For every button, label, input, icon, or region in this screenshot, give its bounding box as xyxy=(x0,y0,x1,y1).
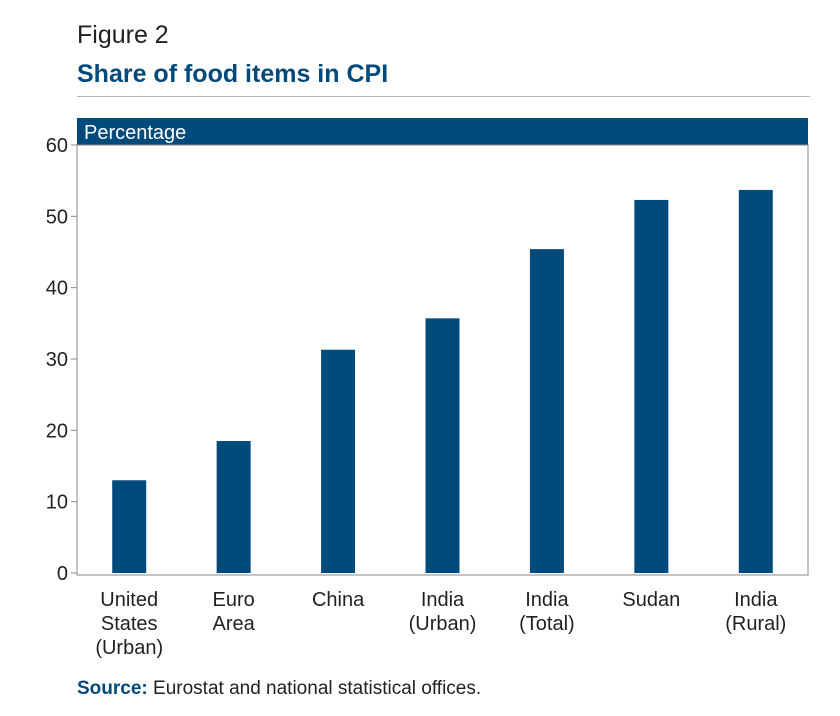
bar xyxy=(425,318,460,573)
y-tick-label: 40 xyxy=(46,278,68,300)
bar xyxy=(216,441,251,573)
x-tick-label-line: India xyxy=(421,589,465,611)
x-tick-label-line: (Urban) xyxy=(95,637,163,659)
plot-frame xyxy=(76,144,809,576)
bar xyxy=(634,199,669,573)
figure-title: Share of food items in CPI xyxy=(77,60,389,88)
x-tick-label-line: India xyxy=(734,589,778,611)
unit-label: Percentage xyxy=(84,122,186,144)
x-tick-label-line: (Rural) xyxy=(725,613,786,635)
x-tick-label: India (Rural) xyxy=(725,589,786,635)
x-tick-label-line: Sudan xyxy=(622,589,680,611)
x-tick-label-line: (Urban) xyxy=(409,613,477,635)
x-tick-label-line: States xyxy=(101,613,158,635)
x-tick-label-line: China xyxy=(312,589,365,611)
bars xyxy=(112,189,773,573)
x-tick-label-line: India xyxy=(525,589,569,611)
bar xyxy=(112,480,147,573)
x-tick-label-line: United xyxy=(100,589,158,611)
y-tick-label: 20 xyxy=(46,420,68,442)
x-tick-label: Euro Area xyxy=(213,589,256,635)
x-tick-label: India (Total) xyxy=(519,589,575,635)
y-tick-label: 0 xyxy=(57,563,68,585)
y-tick-label: 10 xyxy=(46,492,68,514)
x-tick-label-line: Euro xyxy=(213,589,255,611)
source-text: Eurostat and national statistical office… xyxy=(147,678,482,699)
x-tick-label: India (Urban) xyxy=(409,589,477,635)
y-tick-label: 50 xyxy=(46,206,68,228)
x-tick-label: United States (Urban) xyxy=(95,589,163,659)
y-axis: 0 10 20 30 40 50 60 xyxy=(46,135,77,585)
y-tick-label: 30 xyxy=(46,349,68,371)
bar xyxy=(738,189,773,573)
title-divider xyxy=(77,96,810,97)
x-tick-label: China xyxy=(312,589,365,611)
y-tick-label: 60 xyxy=(46,135,68,157)
source-note: Source: Eurostat and national statistica… xyxy=(77,677,481,701)
bar xyxy=(529,249,564,573)
figure-label: Figure 2 xyxy=(77,21,169,49)
x-tick-label-line: Area xyxy=(213,613,256,635)
x-tick-label-line: (Total) xyxy=(519,613,575,635)
x-tick-label: Sudan xyxy=(622,589,680,611)
bar xyxy=(321,349,356,573)
source-label: Source: xyxy=(77,678,148,699)
unit-band xyxy=(77,118,808,145)
